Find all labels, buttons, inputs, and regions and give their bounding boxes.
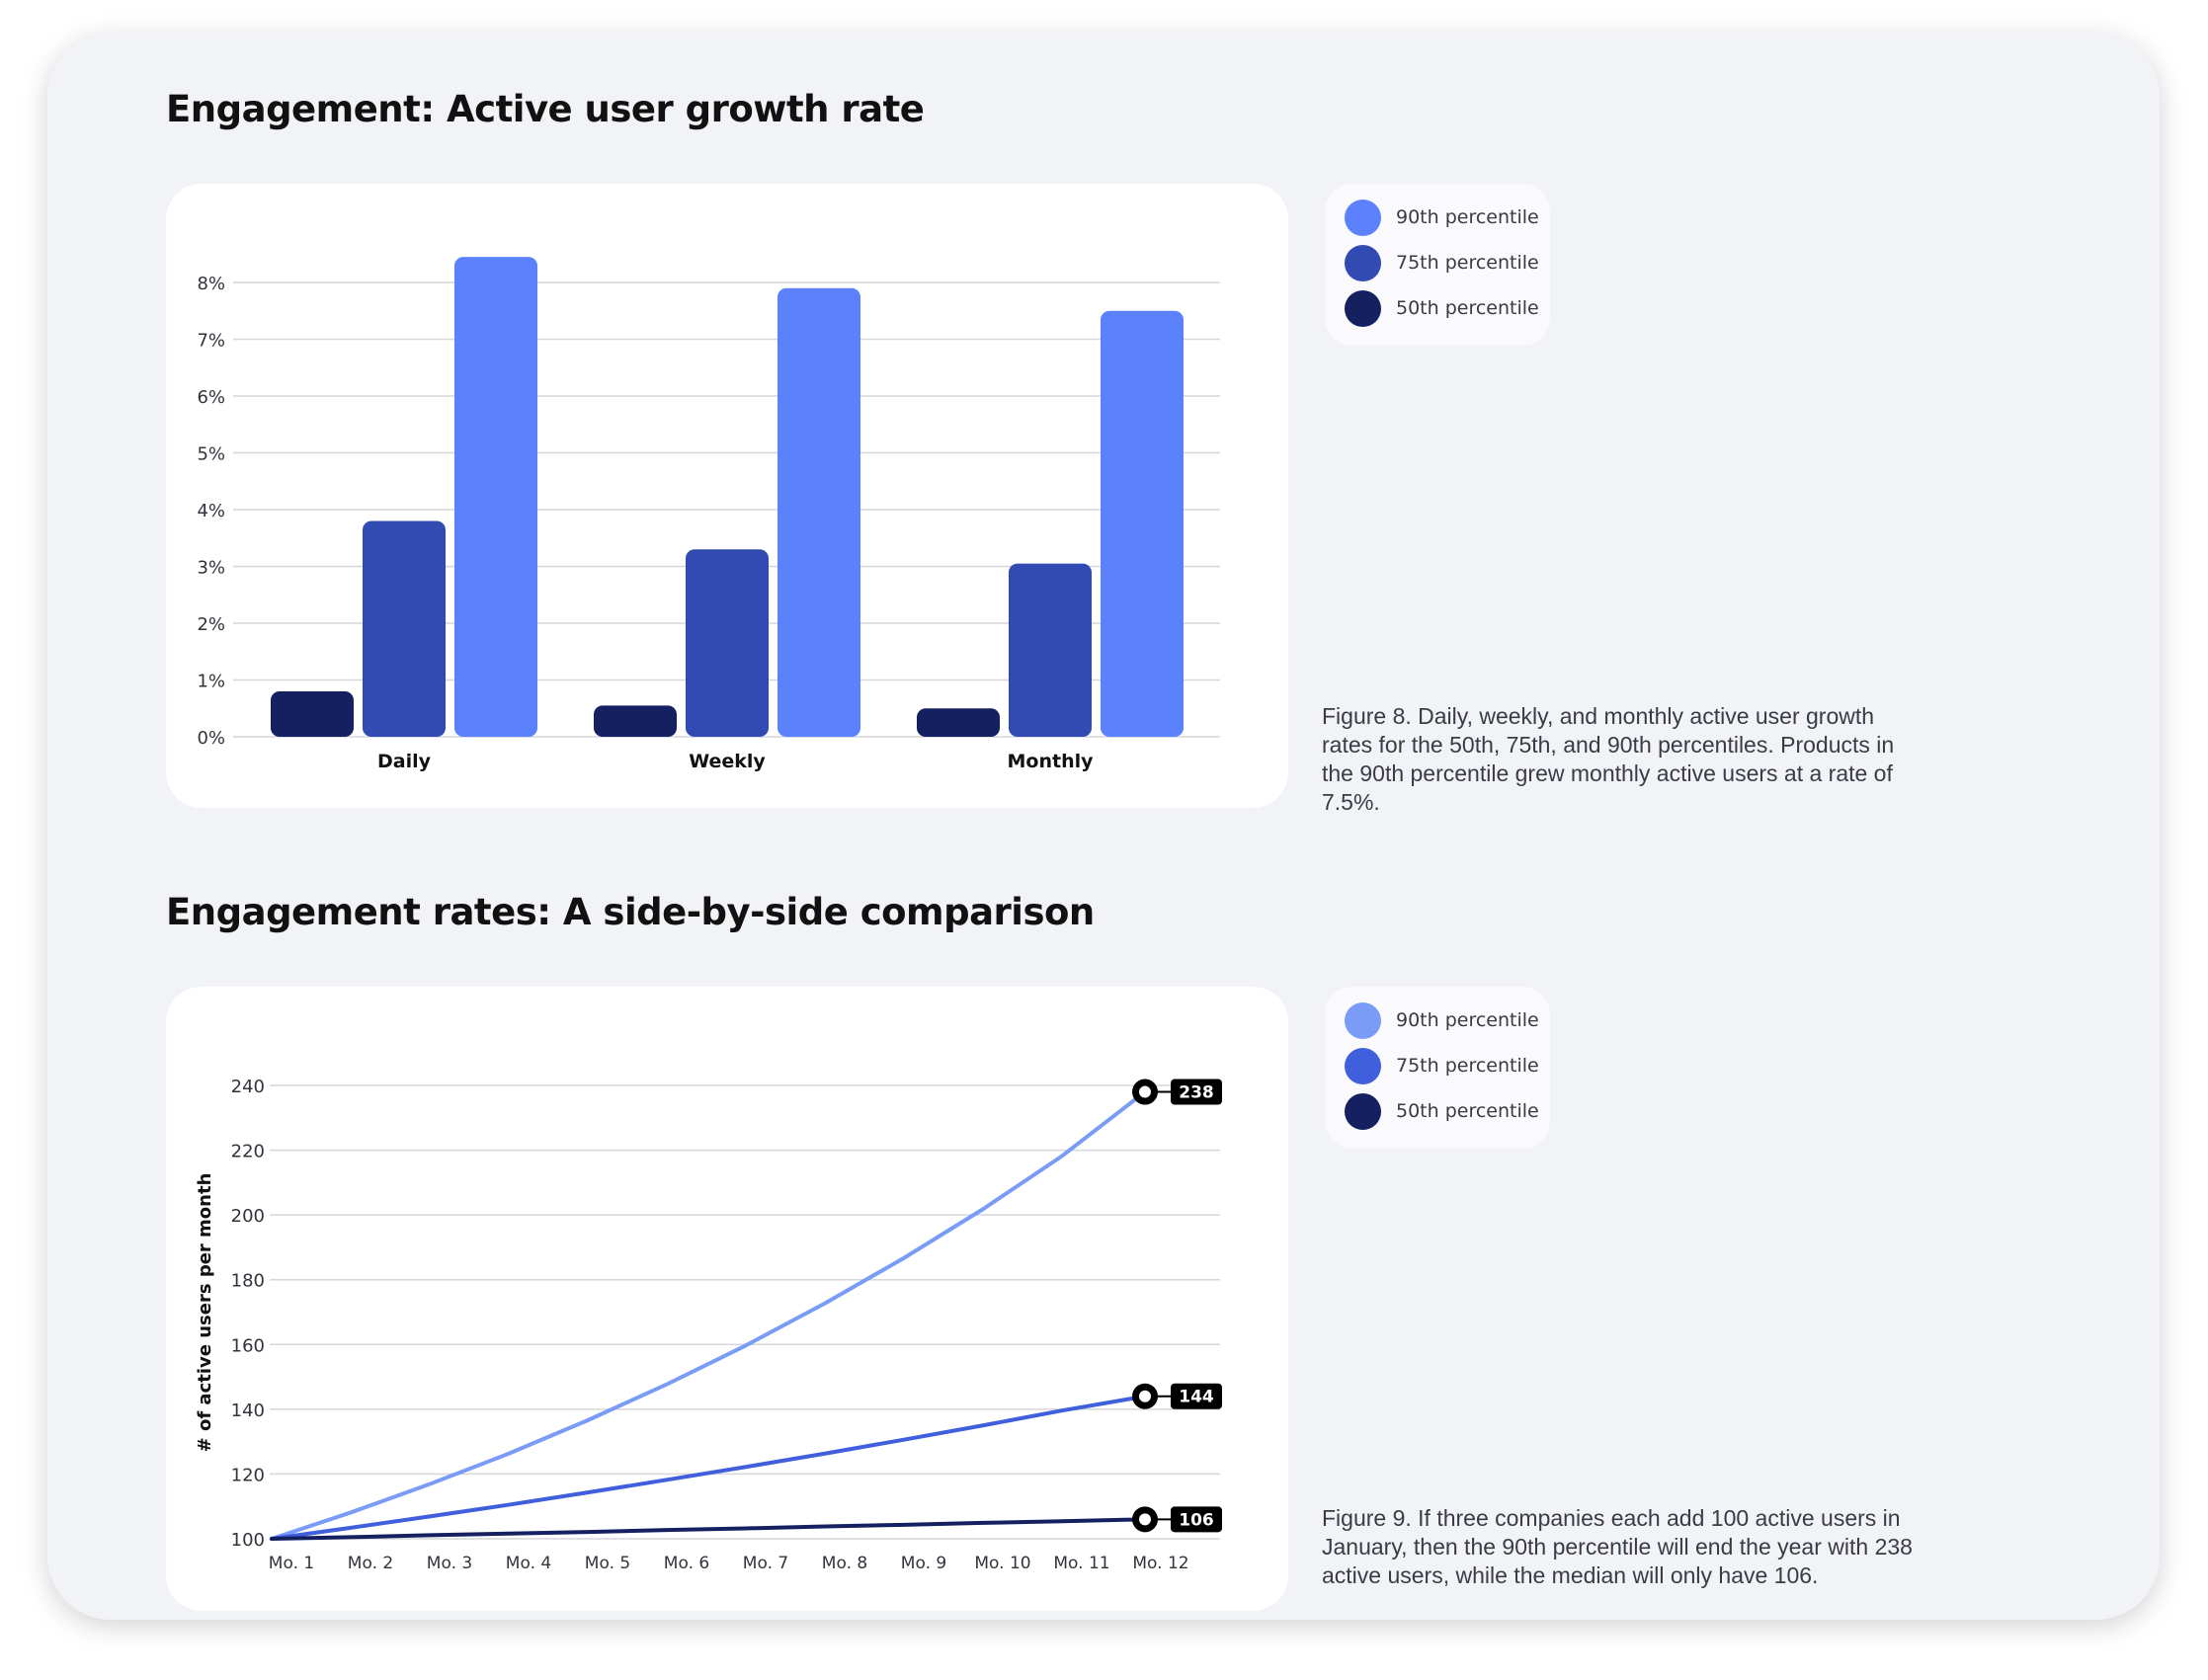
end-value-label: 144 — [1179, 1388, 1214, 1407]
line-chart-panel: 100 120 140 160 180 200 220 240 # of active user… — [166, 987, 1288, 1611]
line-x-tick-label: Mo. 5 — [585, 1554, 630, 1573]
bar-series — [271, 257, 1184, 737]
end-value-label: 106 — [1179, 1510, 1214, 1530]
bar-y-tick-label: 7% — [197, 331, 225, 352]
line-x-tick-label: Mo. 8 — [822, 1554, 867, 1573]
line-x-axis: Mo. 1 Mo. 2 Mo. 3 Mo. 4 Mo. 5 Mo. 6 Mo. 7 Mo. 8… — [269, 1554, 1189, 1573]
bar-y-axis: 0% 1% 2% 3% 4% 5% 6% 7% 8% — [197, 274, 225, 749]
bar-x-axis: Daily Weekly Monthly — [377, 751, 1094, 772]
bar-y-tick-label: 0% — [197, 728, 225, 749]
line-series — [270, 1089, 1147, 1541]
legend-swatch-75th — [1345, 244, 1381, 281]
line-x-tick-label: Mo. 10 — [974, 1554, 1030, 1573]
bar-90th-monthly — [1101, 310, 1184, 737]
legend-label-75th: 75th percentile — [1396, 252, 1539, 274]
bar-75th-monthly — [1009, 563, 1092, 737]
legend-swatch-75th — [1345, 1047, 1381, 1084]
legend-swatch-50th — [1345, 1092, 1381, 1130]
line-chart-legend: 90th percentile 75th percentile 50th per… — [1325, 987, 1550, 1149]
line-y-tick-label: 120 — [231, 1465, 265, 1485]
section-title-growth: Engagement: Active user growth rate — [166, 88, 925, 130]
bar-50th-weekly — [594, 705, 677, 737]
end-value-label: 238 — [1179, 1083, 1214, 1103]
bar-y-tick-label: 3% — [197, 558, 225, 579]
legend-swatch-90th — [1345, 199, 1381, 236]
bar-y-tick-label: 8% — [197, 274, 225, 294]
line-50th — [270, 1517, 1147, 1541]
end-value-badge — [1171, 1079, 1222, 1105]
line-x-tick-label: Mo. 6 — [664, 1554, 709, 1573]
line-chart: 100 120 140 160 180 200 220 240 # of active user… — [195, 1077, 1222, 1573]
end-value-badge — [1171, 1383, 1222, 1409]
legend-label-50th: 50th percentile — [1396, 1100, 1539, 1122]
line-gridlines — [270, 1084, 1220, 1540]
figure-9-caption: Figure 9. If three companies each add 10… — [1322, 1505, 1913, 1588]
bar-y-tick-label: 5% — [197, 444, 225, 465]
bar-90th-weekly — [777, 287, 860, 737]
bar-x-tick-label: Weekly — [689, 751, 766, 772]
bar-x-tick-label: Monthly — [1008, 751, 1095, 772]
legend-label-50th: 50th percentile — [1396, 297, 1539, 319]
line-y-tick-label: 160 — [231, 1335, 265, 1356]
bar-chart-legend: 90th percentile 75th percentile 50th per… — [1325, 184, 1550, 346]
line-y-axis-label: # of active users per month — [195, 1173, 215, 1453]
legend-item-50th: 50th percentile — [1345, 288, 1539, 328]
line-x-tick-label: Mo. 4 — [506, 1554, 551, 1573]
legend-swatch-50th — [1345, 289, 1381, 327]
line-90th — [270, 1089, 1147, 1541]
line-y-tick-label: 100 — [231, 1530, 265, 1551]
bar-x-tick-label: Daily — [377, 751, 432, 772]
line-y-tick-label: 200 — [231, 1206, 265, 1227]
end-point-marker-center — [1139, 1085, 1151, 1098]
line-y-axis: 100 120 140 160 180 200 220 240 — [231, 1077, 265, 1551]
legend-label-90th: 90th percentile — [1396, 1009, 1539, 1031]
legend-label-90th: 90th percentile — [1396, 206, 1539, 228]
bar-y-tick-label: 6% — [197, 387, 225, 408]
legend-item-50th: 50th percentile — [1345, 1091, 1539, 1131]
end-value-badge — [1171, 1506, 1222, 1533]
line-x-tick-label: Mo. 7 — [743, 1554, 788, 1573]
section-title-comparison: Engagement rates: A side-by-side compari… — [166, 891, 1095, 933]
bar-chart: 0% 1% 2% 3% 4% 5% 6% 7% 8% Daily Weekly Monthly — [197, 257, 1220, 772]
line-end-markers: 238 144 106 — [1132, 1079, 1222, 1533]
bar-chart-panel: 0% 1% 2% 3% 4% 5% 6% 7% 8% Daily Weekly Monthly — [166, 184, 1288, 808]
figure-8-caption: Figure 8. Daily, weekly, and monthly act… — [1322, 703, 1895, 815]
line-y-tick-label: 140 — [231, 1400, 265, 1421]
legend-swatch-90th — [1345, 1001, 1381, 1039]
end-point-marker-center — [1139, 1390, 1151, 1402]
bar-y-tick-label: 4% — [197, 501, 225, 521]
line-x-tick-label: Mo. 3 — [427, 1554, 472, 1573]
bar-90th-daily — [454, 257, 537, 737]
end-point-marker-center — [1139, 1513, 1151, 1526]
bar-50th-monthly — [917, 708, 1000, 737]
legend-label-75th: 75th percentile — [1396, 1055, 1539, 1077]
bar-y-tick-label: 1% — [197, 672, 225, 692]
line-y-tick-label: 180 — [231, 1271, 265, 1292]
bar-50th-daily — [271, 691, 354, 737]
line-y-tick-label: 240 — [231, 1077, 265, 1097]
report-card: Engagement: Active user growth rate 0% 1%… — [47, 34, 2160, 1620]
line-75th — [270, 1394, 1147, 1541]
line-x-tick-label: Mo. 12 — [1132, 1554, 1188, 1573]
legend-item-75th: 75th percentile — [1345, 243, 1539, 282]
legend-item-75th: 75th percentile — [1345, 1046, 1539, 1085]
bar-75th-weekly — [686, 549, 769, 737]
line-x-tick-label: Mo. 9 — [901, 1554, 946, 1573]
bar-y-tick-label: 2% — [197, 614, 225, 635]
legend-item-90th: 90th percentile — [1345, 1000, 1539, 1040]
line-x-tick-label: Mo. 2 — [348, 1554, 393, 1573]
bar-75th-daily — [363, 520, 446, 737]
line-y-tick-label: 220 — [231, 1142, 265, 1162]
legend-item-90th: 90th percentile — [1345, 198, 1539, 237]
line-x-tick-label: Mo. 11 — [1053, 1554, 1109, 1573]
line-x-tick-label: Mo. 1 — [269, 1554, 314, 1573]
